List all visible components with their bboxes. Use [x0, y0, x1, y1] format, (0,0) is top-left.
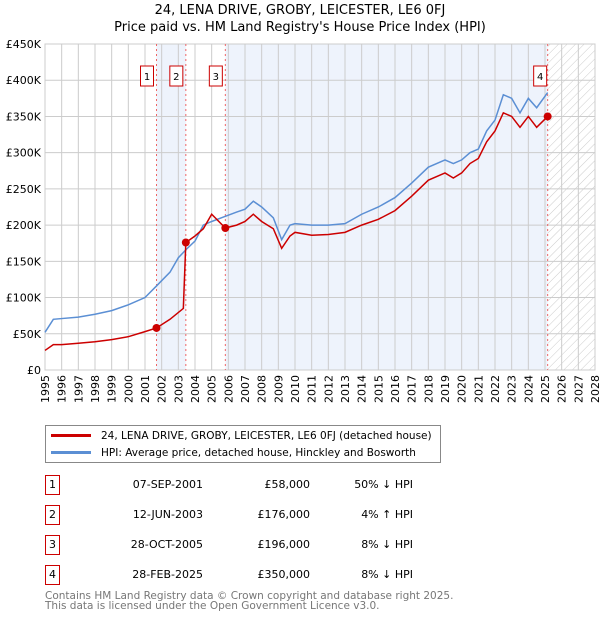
x-tick-label: 2018: [422, 375, 435, 403]
x-tick-label: 2003: [172, 375, 185, 403]
x-tick-label: 2028: [589, 375, 600, 403]
x-tick-label: 2010: [289, 375, 302, 403]
x-tick-label: 2012: [322, 375, 335, 403]
sale-row: 3 28-OCT-2005 £196,000 8% ↓ HPI: [45, 535, 545, 555]
sale-label: 3: [213, 72, 219, 83]
x-tick-label: 1999: [106, 375, 119, 403]
x-tick-label: 2008: [256, 375, 269, 403]
sale-hpi-diff: 50% ↓ HPI: [354, 478, 413, 491]
y-tick-label: £0: [27, 364, 41, 377]
x-tick-label: 1997: [72, 375, 85, 403]
footer-licence: This data is licensed under the Open Gov…: [45, 600, 380, 612]
x-tick-label: 2027: [572, 375, 585, 403]
forecast-hatch: [547, 44, 595, 370]
y-tick-label: £400K: [6, 74, 42, 87]
x-tick-label: 2016: [389, 375, 402, 403]
x-tick-label: 2000: [122, 375, 135, 403]
sale-row: 4 28-FEB-2025 £350,000 8% ↓ HPI: [45, 565, 545, 585]
sale-point: [152, 323, 161, 332]
x-tick-label: 2002: [156, 375, 169, 403]
sale-marker: 2: [45, 505, 60, 525]
shaded-period: [156, 44, 186, 370]
price-chart: 1995 1996 1997 1998 1999 2000 2001 2002 2003 2004…: [6, 38, 600, 403]
x-tick-label: 1996: [56, 375, 69, 403]
sale-price: £350,000: [257, 568, 311, 581]
legend-label-hpi: HPI: Average price, detached house, Hinc…: [101, 446, 416, 459]
x-tick-label: 2004: [189, 375, 202, 403]
sale-date: 12-JUN-2003: [132, 508, 203, 521]
x-tick-label: 2015: [372, 375, 385, 403]
sale-price: £58,000: [264, 478, 311, 491]
x-tick-label: 2017: [406, 375, 419, 403]
x-tick-label: 2006: [222, 375, 235, 403]
legend: 24, LENA DRIVE, GROBY, LEICESTER, LE6 0F…: [45, 425, 441, 463]
sale-label: 2: [173, 72, 179, 83]
legend-swatch-property: [51, 434, 91, 437]
x-tick-label: 2014: [356, 375, 369, 403]
legend-swatch-hpi: [51, 451, 91, 454]
chart-title: 24, LENA DRIVE, GROBY, LEICESTER, LE6 0F…: [154, 3, 446, 18]
x-tick-label: 2005: [206, 375, 219, 403]
sale-label-box: [140, 65, 154, 87]
sale-marker: 3: [45, 535, 60, 555]
y-tick-label: £450K: [6, 38, 42, 51]
footer-copyright: Contains HM Land Registry data © Crown c…: [45, 590, 454, 602]
x-tick-label: 2022: [489, 375, 502, 403]
sale-label: 4: [537, 72, 543, 83]
x-tick-label: 2024: [522, 375, 535, 403]
x-tick-label: 2011: [306, 375, 319, 403]
x-tick-label: 2025: [539, 375, 552, 403]
sale-date: 28-OCT-2005: [130, 538, 203, 551]
x-tick-label: 1998: [89, 375, 102, 403]
shaded-period: [225, 44, 548, 370]
y-tick-label: £100K: [6, 292, 42, 305]
y-tick-label: £50K: [13, 328, 42, 341]
sale-price: £196,000: [257, 538, 311, 551]
sale-hpi-diff: 8% ↓ HPI: [361, 568, 413, 581]
x-tick-label: 2026: [556, 375, 569, 403]
x-tick-label: 1995: [39, 375, 52, 403]
sale-hpi-diff: 4% ↑ HPI: [361, 508, 413, 521]
sale-marker: 4: [45, 565, 60, 585]
y-tick-label: £150K: [6, 255, 42, 268]
x-tick-label: 2020: [456, 375, 469, 403]
x-tick-label: 2019: [439, 375, 452, 403]
sale-marker: 1: [45, 475, 60, 495]
x-tick-label: 2013: [339, 375, 352, 403]
chart-subtitle: Price paid vs. HM Land Registry's House …: [114, 20, 486, 35]
x-tick-label: 2021: [472, 375, 485, 403]
sale-label-box: [169, 65, 184, 87]
x-tick-label: 2023: [506, 375, 519, 403]
sale-label-box: [533, 65, 548, 87]
sale-price: £176,000: [257, 508, 311, 521]
sale-point: [181, 238, 190, 247]
legend-label-property: 24, LENA DRIVE, GROBY, LEICESTER, LE6 0F…: [101, 429, 432, 442]
sale-point: [221, 224, 230, 233]
sale-row: 2 12-JUN-2003 £176,000 4% ↑ HPI: [45, 505, 545, 525]
sale-date: 07-SEP-2001: [132, 478, 203, 491]
hpi-line: [44, 92, 549, 333]
y-tick-label: £250K: [6, 183, 42, 196]
sale-label: 1: [144, 72, 150, 83]
x-tick-label: 2001: [139, 375, 152, 403]
y-tick-label: £350K: [6, 110, 42, 123]
x-tick-label: 2009: [272, 375, 285, 403]
sale-point: [543, 112, 552, 121]
sale-hpi-diff: 8% ↓ HPI: [361, 538, 413, 551]
property-price-line: [44, 111, 549, 352]
sale-date: 28-FEB-2025: [132, 568, 203, 581]
y-tick-label: £200K: [6, 219, 42, 232]
sale-row: 1 07-SEP-2001 £58,000 50% ↓ HPI: [45, 475, 545, 495]
plot-frame: [44, 43, 596, 371]
x-tick-label: 2007: [239, 375, 252, 403]
sale-label-box: [208, 65, 223, 87]
y-tick-label: £300K: [6, 147, 42, 160]
